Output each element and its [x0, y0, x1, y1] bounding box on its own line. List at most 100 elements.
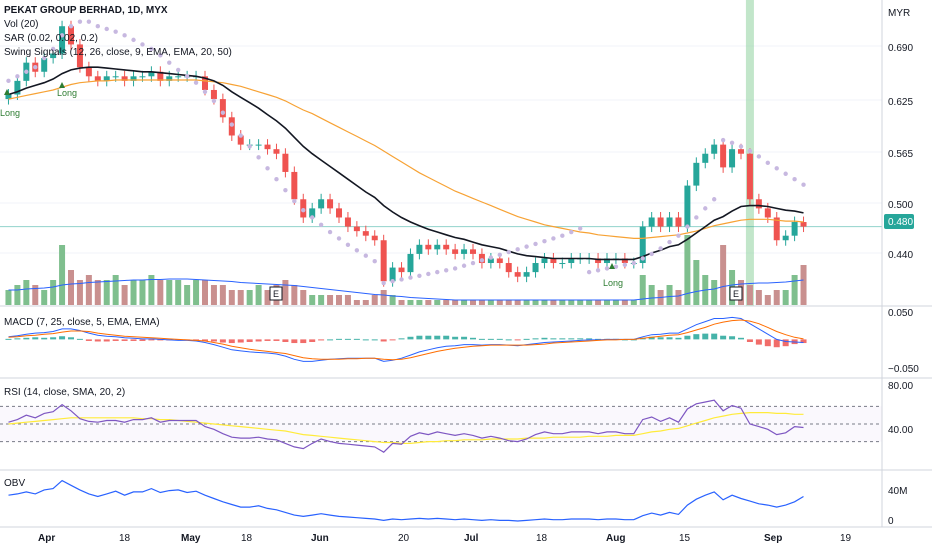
- volume-bar: [59, 245, 66, 305]
- volume-bar: [621, 300, 628, 305]
- symbol-title[interactable]: PEKAT GROUP BERHAD, 1D, MYX: [4, 5, 168, 16]
- candle-body: [675, 217, 682, 227]
- sar-dot: [595, 268, 601, 273]
- macd-histogram-bar: [121, 339, 128, 341]
- sar-dot: [470, 260, 476, 266]
- volume-bar: [94, 280, 101, 305]
- y-tick-label: 0: [888, 516, 894, 527]
- volume-bar: [782, 290, 789, 305]
- volume-legend[interactable]: Vol (20): [4, 19, 39, 30]
- rsi-line: [8, 399, 804, 453]
- long-signal-marker: [59, 82, 65, 88]
- macd-histogram-bar: [532, 338, 539, 340]
- macd-histogram-bar: [657, 337, 664, 340]
- macd-histogram-bar: [309, 339, 316, 342]
- volume-bar: [14, 285, 21, 305]
- macd-histogram-bar: [425, 335, 432, 340]
- sar-dot: [318, 222, 324, 227]
- volume-bar: [291, 285, 298, 305]
- candle-body: [68, 26, 74, 45]
- ema50-line: [8, 79, 804, 239]
- sar-dot: [667, 239, 672, 245]
- candle-body: [487, 258, 494, 264]
- sar-dot: [42, 55, 47, 61]
- sar-dot: [68, 24, 74, 29]
- candle-body: [353, 226, 360, 232]
- volume-bar: [210, 285, 217, 305]
- candle-body: [702, 153, 709, 163]
- candle-body: [755, 199, 762, 209]
- volume-bar: [5, 290, 12, 305]
- candle-body: [452, 249, 459, 254]
- volume-bar: [246, 290, 253, 305]
- sar-dot: [533, 241, 538, 247]
- x-tick-label: 18: [241, 533, 253, 544]
- macd-histogram-bar: [577, 338, 584, 340]
- macd-histogram-bar: [344, 338, 351, 340]
- rsi-legend[interactable]: RSI (14, close, SMA, 20, 2): [4, 387, 126, 398]
- y-tick-label: 0.690: [888, 43, 913, 54]
- macd-histogram-bar: [764, 339, 771, 347]
- volume-layer: [5, 235, 807, 305]
- candle-body: [595, 258, 602, 264]
- sar-dot: [569, 229, 574, 235]
- sar-dot: [613, 264, 619, 269]
- candle-body: [773, 217, 780, 241]
- macd-histogram-bar: [23, 337, 30, 340]
- volume-bar: [112, 275, 119, 305]
- sar-dot: [220, 110, 226, 115]
- swing-signals-legend[interactable]: Swing Signals (12, 26, close, 9, EMA, EM…: [4, 47, 232, 58]
- volume-bar: [309, 295, 316, 305]
- candle-body: [657, 217, 664, 227]
- sar-dot: [551, 236, 556, 241]
- macd-histogram-bar: [773, 339, 780, 348]
- sar-dot: [729, 140, 735, 145]
- volume-bar: [41, 290, 48, 305]
- candle-body: [264, 144, 271, 150]
- sar-dot: [113, 29, 118, 34]
- sar-dot: [747, 148, 753, 154]
- sar-dot: [211, 98, 217, 104]
- candle-body: [496, 258, 503, 264]
- candle-body: [5, 94, 12, 100]
- sar-dot: [158, 53, 163, 58]
- volume-bar: [711, 280, 718, 305]
- volume-bar: [541, 300, 548, 305]
- macd-histogram-bar: [246, 339, 253, 342]
- candle-body: [729, 149, 736, 168]
- sar-dot: [631, 260, 636, 266]
- volume-bar: [237, 290, 244, 305]
- candle-body: [541, 258, 548, 264]
- earnings-marker[interactable]: [729, 286, 743, 301]
- candle-body: [130, 76, 137, 81]
- candle-body: [309, 208, 316, 218]
- sar-dot: [444, 268, 449, 273]
- candle-body: [648, 217, 655, 227]
- obv-legend[interactable]: OBV: [4, 478, 26, 489]
- sar-dot: [408, 275, 413, 280]
- macd-histogram-bar: [559, 338, 566, 340]
- sar-dot: [15, 74, 20, 79]
- candle-body: [782, 235, 789, 241]
- candle-body: [327, 199, 334, 209]
- volume-bar: [478, 300, 485, 305]
- candle-body: [407, 253, 414, 273]
- sar-dot: [452, 266, 458, 271]
- volume-bar: [353, 300, 360, 305]
- macd-histogram-bar: [782, 339, 789, 347]
- volume-bar: [666, 285, 673, 305]
- volume-bar: [773, 290, 780, 305]
- candle-body: [800, 222, 807, 227]
- macd-legend[interactable]: MACD (7, 25, close, 5, EMA, EMA): [4, 317, 160, 328]
- sar-legend[interactable]: SAR (0.02, 0.02, 0.2): [4, 33, 98, 44]
- volume-bar: [398, 300, 405, 305]
- x-tick-label: May: [181, 533, 201, 544]
- sar-dot: [756, 154, 762, 159]
- sar-dot: [560, 233, 565, 238]
- volume-bar: [255, 285, 262, 305]
- x-tick-label: Sep: [764, 533, 782, 544]
- earnings-marker[interactable]: [269, 286, 283, 301]
- candle-body: [693, 162, 700, 186]
- candle-body: [738, 149, 744, 154]
